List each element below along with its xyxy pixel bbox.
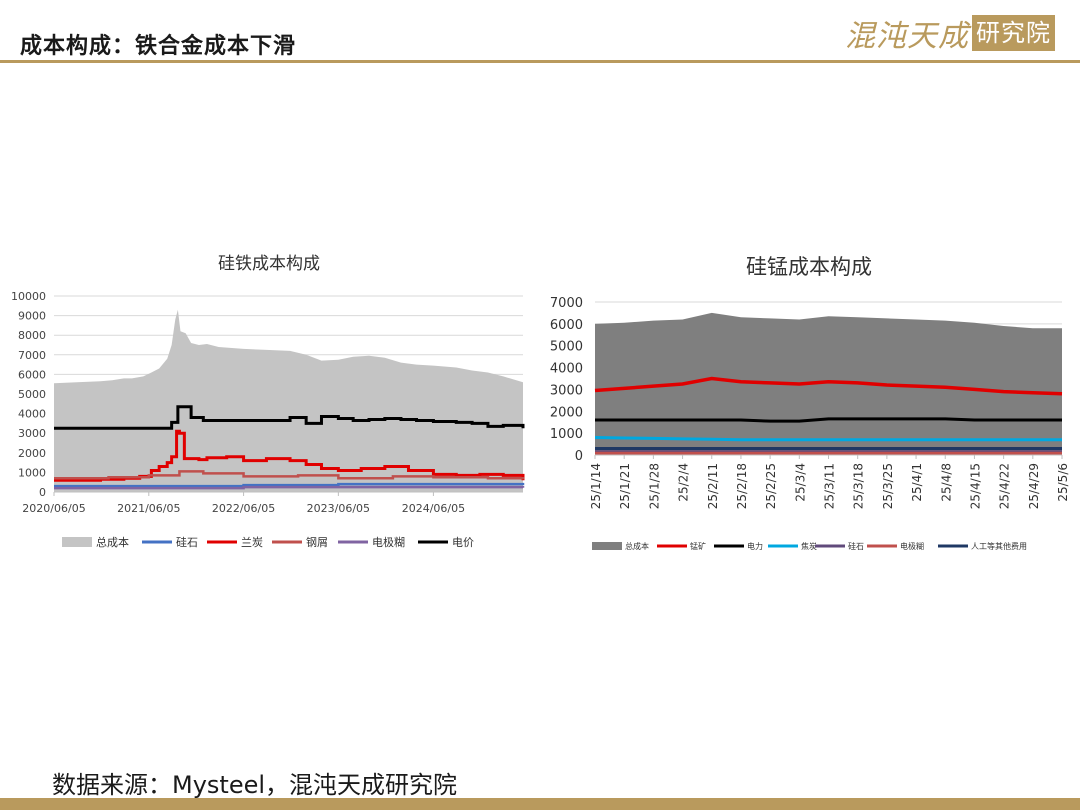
series-line-1 — [54, 482, 525, 488]
x-tick-label: 25/2/25 — [764, 463, 778, 509]
x-tick-label: 25/1/14 — [589, 463, 603, 509]
legend-swatch — [62, 537, 92, 547]
y-tick-label: 4000 — [550, 362, 583, 377]
x-tick-label: 25/5/6 — [1056, 463, 1070, 502]
company-logo: 混沌天成 研究院 — [845, 12, 1055, 54]
y-tick-label: 8000 — [18, 329, 46, 342]
legend-label: 钢屑 — [306, 536, 328, 549]
x-tick-label: 25/2/4 — [677, 463, 691, 502]
silicomanganese-cost-chart: 硅锰成本构成 0 1000 2000 3000 4000 5000 6000 7000 25/1/… — [540, 240, 1080, 570]
legend-label: 锰矿 — [690, 541, 706, 551]
legend-swatch — [592, 542, 622, 550]
legend-label: 兰炭 — [241, 536, 263, 549]
logo-main-text: 混沌天成 — [845, 19, 969, 54]
chart-title: 硅铁成本构成 — [218, 254, 320, 274]
series-line-2 — [54, 429, 525, 482]
x-tick-label: 2022/06/05 — [212, 502, 275, 515]
series-area-0 — [54, 309, 523, 492]
x-tick-label: 25/1/28 — [647, 463, 661, 509]
logo-box-text: 研究院 — [972, 15, 1055, 51]
y-tick-label: 6000 — [18, 368, 46, 381]
legend-label: 电力 — [747, 541, 763, 551]
silicomanganese-cost-chart-svg: 硅锰成本构成 0 1000 2000 3000 4000 5000 6000 7000 25/1/… — [550, 255, 1070, 551]
legend-label: 电价 — [452, 536, 474, 549]
legend-label: 电极糊 — [372, 535, 405, 549]
y-tick-label: 4000 — [18, 408, 46, 421]
x-tick-label: 25/4/8 — [939, 463, 953, 502]
legend-label: 总成本 — [96, 535, 129, 549]
y-tick-label: 2000 — [18, 447, 46, 460]
x-tick-label: 2021/06/05 — [117, 502, 180, 515]
y-tick-label: 9000 — [18, 310, 46, 323]
ferrosilicon-cost-chart: 硅铁成本构成 0 1000 2000 3000 4000 5000 6000 7000 8000 9… — [0, 240, 540, 570]
page-title: 成本构成：铁合金成本下滑 — [20, 34, 297, 59]
legend-label: 硅石 — [848, 541, 864, 551]
x-tick-label: 25/4/1 — [910, 463, 924, 502]
footer-bar — [0, 798, 1080, 810]
x-tick-label: 25/3/11 — [823, 463, 837, 509]
y-tick-label: 1000 — [550, 427, 583, 442]
y-tick-label: 0 — [575, 449, 583, 464]
x-tick-label: 25/1/21 — [618, 463, 632, 509]
y-tick-label: 3000 — [18, 427, 46, 440]
x-tick-label: 25/2/11 — [706, 463, 720, 509]
y-tick-label: 0 — [39, 486, 46, 499]
source-note: 数据来源：Mysteel，混沌天成研究院 — [52, 771, 458, 799]
chart-title: 硅锰成本构成 — [746, 255, 872, 279]
legend-label: 人工等其他费用 — [971, 541, 1027, 551]
legend-label: 总成本 — [625, 541, 649, 551]
y-tick-label: 7000 — [18, 349, 46, 362]
x-tick-label: 25/4/29 — [1027, 463, 1041, 509]
x-tick-label: 25/3/4 — [793, 463, 807, 502]
legend-label: 焦炭 — [801, 541, 817, 551]
x-tick-label: 25/4/15 — [968, 463, 982, 509]
x-tick-label: 2023/06/05 — [307, 502, 370, 515]
y-tick-label: 5000 — [550, 340, 583, 355]
series-line-5 — [54, 405, 525, 430]
x-tick-label: 2020/06/05 — [22, 502, 85, 515]
legend-label: 硅石 — [176, 536, 198, 549]
series-line-3 — [594, 436, 1062, 442]
title-divider — [0, 60, 1080, 63]
x-tick-label: 25/2/18 — [735, 463, 749, 509]
series-line-3 — [54, 470, 525, 480]
y-tick-label: 5000 — [18, 388, 46, 401]
y-tick-label: 1000 — [18, 466, 46, 479]
y-tick-label: 7000 — [550, 296, 583, 311]
series-line-4 — [54, 485, 525, 490]
y-tick-label: 3000 — [550, 383, 583, 398]
x-tick-label: 2024/06/05 — [402, 502, 465, 515]
ferrosilicon-cost-chart-svg: 硅铁成本构成 0 1000 2000 3000 4000 5000 6000 7000 8000 9… — [11, 254, 525, 549]
x-tick-label: 25/4/22 — [998, 463, 1012, 509]
x-tick-label: 25/3/25 — [881, 463, 895, 509]
series-line-2 — [595, 417, 1062, 423]
y-tick-label: 2000 — [550, 405, 583, 420]
x-tick-label: 25/3/18 — [852, 463, 866, 509]
y-tick-label: 10000 — [11, 290, 46, 303]
y-tick-label: 6000 — [550, 318, 583, 333]
series-line-1 — [594, 376, 1063, 396]
legend-label: 电极糊 — [900, 541, 924, 551]
